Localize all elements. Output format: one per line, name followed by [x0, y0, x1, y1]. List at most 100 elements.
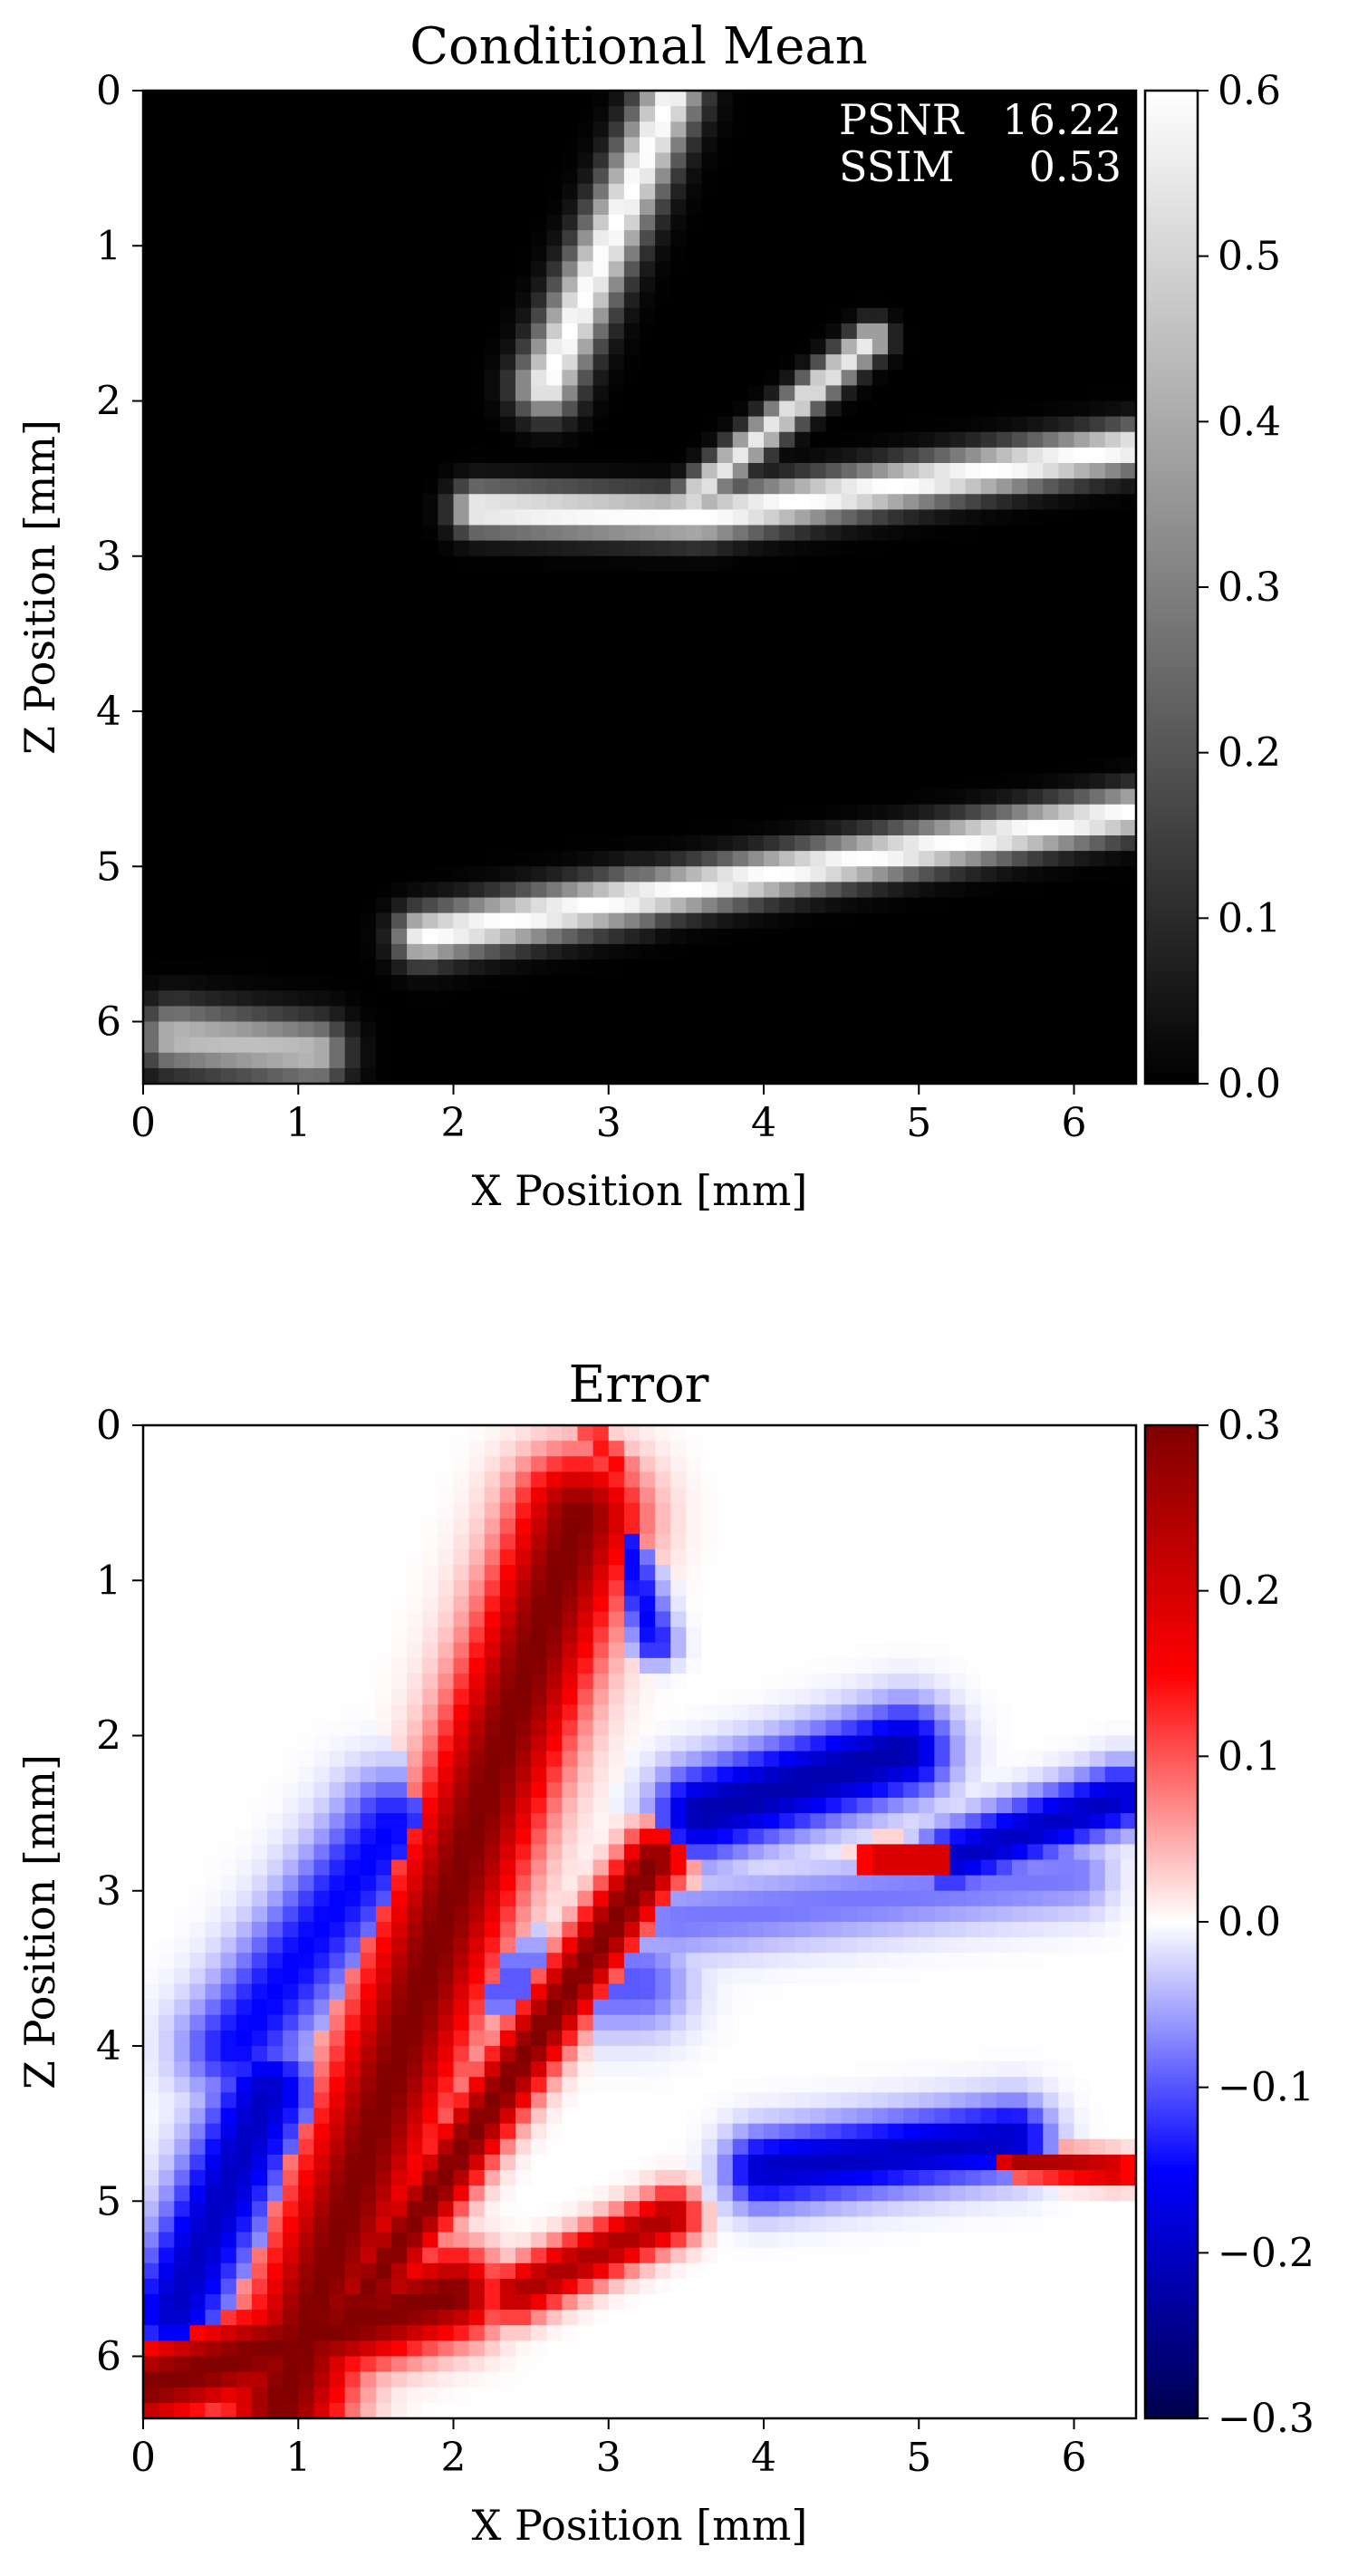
heatmap-cell	[732, 975, 749, 991]
heatmap-cell	[996, 339, 1013, 355]
heatmap-cell	[1027, 137, 1044, 154]
heatmap-cell	[686, 711, 703, 728]
heatmap-cell	[1104, 788, 1122, 806]
heatmap-cell	[919, 804, 935, 821]
heatmap-cell	[407, 804, 423, 821]
heatmap-cell	[779, 757, 795, 775]
heatmap-cell	[655, 215, 671, 231]
heatmap-cell	[360, 1441, 377, 1457]
heatmap-cell	[592, 742, 610, 758]
heatmap-cell	[251, 1533, 268, 1550]
heatmap-cell	[251, 431, 268, 449]
heatmap-cell	[747, 1456, 765, 1472]
heatmap-cell	[701, 882, 718, 899]
heatmap-cell	[655, 1067, 671, 1085]
heatmap-cell	[546, 307, 563, 324]
heatmap-cell	[903, 587, 920, 603]
heatmap-cell	[949, 1533, 967, 1550]
heatmap-cell	[283, 943, 299, 960]
heatmap-cell	[686, 323, 703, 340]
heatmap-cell	[747, 928, 765, 945]
heatmap-cell	[903, 1533, 920, 1550]
heatmap-cell	[267, 246, 284, 262]
heatmap-cell	[329, 1037, 346, 1054]
heatmap-cell	[717, 1006, 734, 1023]
heatmap-cell	[205, 960, 222, 976]
heatmap-cell	[764, 323, 780, 340]
heatmap-cell	[174, 1006, 190, 1023]
heatmap-cell	[344, 1067, 361, 1085]
heatmap-cell	[453, 1533, 470, 1550]
heatmap-cell	[205, 463, 222, 479]
heatmap-cell	[872, 975, 889, 991]
heatmap-cell	[655, 912, 671, 930]
heatmap-cell	[1074, 1471, 1091, 1489]
heatmap-cell	[856, 525, 873, 542]
heatmap-cell	[841, 943, 858, 960]
heatmap-cell	[701, 1006, 718, 1023]
heatmap-cell	[360, 509, 377, 526]
heatmap-cell	[1089, 292, 1106, 309]
heatmap-cell	[996, 819, 1013, 836]
heatmap-cell	[515, 137, 532, 154]
heatmap-cell	[313, 463, 331, 479]
heatmap-cell	[903, 866, 920, 883]
heatmap-cell	[1104, 198, 1122, 216]
heatmap-cell	[670, 804, 687, 821]
heatmap-cell	[344, 91, 361, 107]
heatmap-cell	[732, 835, 749, 852]
heatmap-cell	[623, 866, 640, 883]
heatmap-cell	[1043, 276, 1059, 294]
heatmap-cell	[468, 555, 486, 573]
heatmap-cell	[779, 106, 795, 122]
heatmap-cell	[996, 152, 1013, 169]
heatmap-cell	[701, 603, 718, 619]
heatmap-cell	[484, 649, 501, 666]
heatmap-cell	[205, 1067, 222, 1085]
heatmap-cell	[453, 555, 470, 573]
heatmap-cell	[717, 121, 734, 138]
heatmap-cell	[174, 121, 190, 138]
heatmap-cell	[701, 215, 718, 231]
heatmap-cell	[515, 198, 532, 216]
heatmap-cell	[159, 555, 175, 573]
heatmap-cell	[655, 633, 671, 651]
heatmap-cell	[732, 525, 749, 542]
heatmap-cell	[531, 1052, 547, 1069]
heatmap-cell	[174, 664, 190, 681]
heatmap-cell	[1104, 680, 1122, 697]
heatmap-cell	[329, 695, 346, 712]
heatmap-cell	[949, 1425, 967, 1442]
heatmap-cell	[717, 788, 734, 806]
heatmap-cell	[499, 851, 516, 867]
heatmap-cell	[344, 1518, 361, 1535]
heatmap-cell	[934, 1596, 951, 1613]
heatmap-cell	[189, 897, 207, 914]
heatmap-cell	[903, 540, 920, 557]
heatmap-cell	[484, 261, 501, 278]
heatmap-cell	[1120, 525, 1137, 542]
heatmap-cell	[1104, 1502, 1122, 1520]
heatmap-cell	[841, 339, 858, 355]
heatmap-cell	[375, 618, 392, 634]
heatmap-cell	[174, 1580, 190, 1597]
heatmap-cell	[407, 943, 423, 960]
heatmap-cell	[329, 1596, 346, 1613]
heatmap-cell	[717, 1052, 734, 1069]
heatmap-cell	[888, 509, 904, 526]
heatmap-cell	[592, 540, 610, 557]
heatmap-cell	[329, 478, 346, 495]
heatmap-cell	[546, 1021, 563, 1038]
heatmap-cell	[795, 1580, 811, 1597]
heatmap-cell	[360, 354, 377, 371]
heatmap-cell	[888, 1487, 904, 1504]
heatmap-cell	[1043, 106, 1059, 122]
heatmap-cell	[283, 603, 299, 619]
heatmap-cell	[143, 695, 159, 712]
heatmap-cell	[965, 975, 982, 991]
heatmap-cell	[174, 742, 190, 758]
heatmap-cell	[283, 1611, 299, 1628]
heatmap-cell	[360, 1518, 377, 1535]
heatmap-cell	[283, 555, 299, 573]
heatmap-cell	[747, 447, 765, 464]
